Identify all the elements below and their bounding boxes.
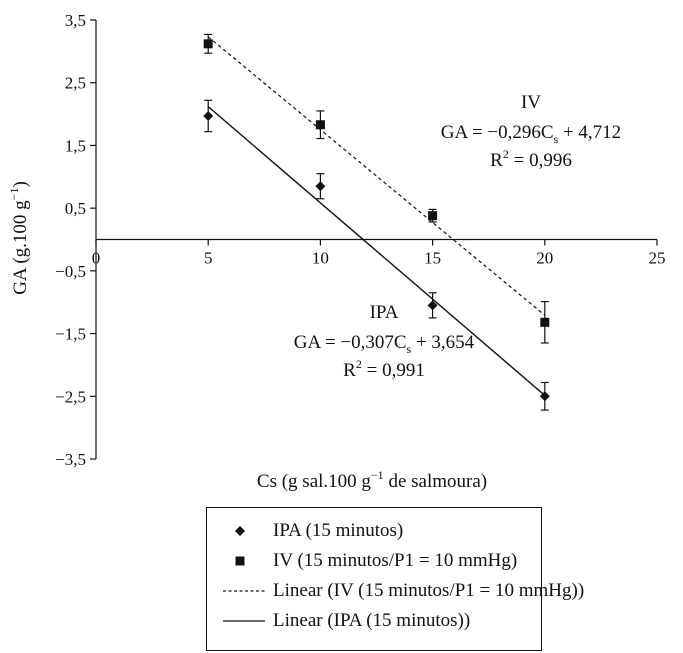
ipa-point bbox=[203, 110, 214, 121]
ipa-equation: GA = −0,307Cs + 3,654 bbox=[294, 332, 475, 356]
legend-item-iv: IV (15 minutos/P1 = 10 mmHg) bbox=[207, 547, 541, 575]
tick-labels: −3,5 −2,5 −1,5 −0,5 0,5 1,5 2,5 3,5 0 5 10 15 20 25 bbox=[55, 11, 665, 469]
legend-label: IPA (15 minutos) bbox=[273, 520, 404, 541]
legend-label: Linear (IV (15 minutos/P1 = 10 mmHg)) bbox=[273, 580, 585, 601]
iv-equation-annotation: IV GA = −0,296Cs + 4,712 R2 = 0,996 bbox=[441, 92, 621, 171]
ipa-point bbox=[427, 300, 438, 311]
ipa-label: IPA bbox=[370, 302, 399, 323]
solid-line-icon bbox=[223, 620, 265, 622]
data-marks bbox=[203, 33, 550, 411]
axes bbox=[90, 19, 658, 460]
legend-item-ipa: IPA (15 minutos) bbox=[207, 517, 541, 545]
y-tick-label: 0,5 bbox=[65, 199, 86, 218]
x-tick-label: 15 bbox=[424, 249, 441, 268]
iv-point bbox=[315, 120, 325, 130]
legend: IPA (15 minutos) IV (15 minutos/P1 = 10 … bbox=[206, 507, 584, 651]
legend-label: IV (15 minutos/P1 = 10 mmHg) bbox=[273, 550, 518, 571]
x-tick-label: 25 bbox=[649, 249, 666, 268]
y-tick-label: −0,5 bbox=[55, 262, 86, 281]
x-axis-title: Cs (g sal.100 g−1 de salmoura) bbox=[257, 468, 487, 492]
iv-r2: R2 = 0,996 bbox=[490, 147, 572, 171]
y-tick-label: −3,5 bbox=[55, 450, 86, 469]
iv-point bbox=[540, 317, 550, 327]
x-tick-label: 5 bbox=[204, 249, 213, 268]
iv-point bbox=[428, 211, 438, 221]
ipa-r2: R2 = 0,991 bbox=[343, 357, 425, 381]
iv-point bbox=[203, 39, 213, 49]
y-tick-label: 2,5 bbox=[65, 74, 86, 93]
iv-equation: GA = −0,296Cs + 4,712 bbox=[441, 122, 621, 146]
y-axis-title: GA (g.100 g−1) bbox=[7, 181, 31, 295]
y-tick-label: 1,5 bbox=[65, 136, 86, 155]
x-tick-label: 10 bbox=[312, 249, 329, 268]
legend-item-iv-linear: Linear (IV (15 minutos/P1 = 10 mmHg)) bbox=[207, 577, 584, 605]
square-marker-icon bbox=[235, 556, 245, 566]
legend-label: Linear (IPA (15 minutos)) bbox=[273, 610, 471, 631]
trendlines bbox=[207, 36, 546, 396]
iv-label: IV bbox=[521, 92, 541, 113]
y-tick-label: 3,5 bbox=[65, 11, 86, 30]
iv-trendline bbox=[207, 36, 546, 316]
ipa-point bbox=[539, 391, 550, 402]
legend-item-ipa-linear: Linear (IPA (15 minutos)) bbox=[207, 607, 541, 635]
dashed-line-icon bbox=[223, 590, 265, 592]
y-tick-label: −1,5 bbox=[55, 325, 86, 344]
x-tick-label: 20 bbox=[536, 249, 553, 268]
ipa-trendline bbox=[207, 106, 546, 396]
ipa-point bbox=[315, 181, 326, 192]
ipa-equation-annotation: IPA GA = −0,307Cs + 3,654 R2 = 0,991 bbox=[294, 302, 475, 381]
x-tick-label: 0 bbox=[92, 249, 101, 268]
diamond-marker-icon bbox=[235, 526, 245, 536]
y-tick-label: −2,5 bbox=[55, 387, 86, 406]
